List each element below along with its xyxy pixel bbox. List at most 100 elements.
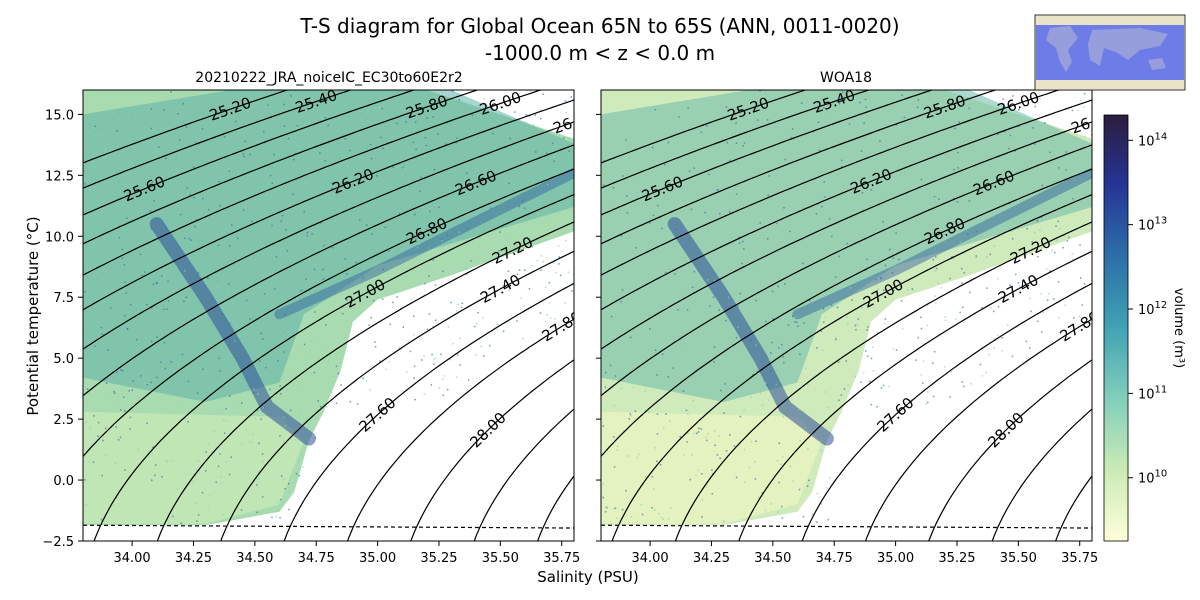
colorbar-ticks: 1010 1011 1012 1013 1014 xyxy=(1128,131,1167,487)
contour-label: 27.80 xyxy=(539,308,585,346)
isopycnal-line xyxy=(93,194,574,541)
x-ticks: 34.00 34.25 34.50 34.75 35.00 35.25 35.50 35.75 xyxy=(631,541,1098,566)
isopycnal-line xyxy=(83,144,574,397)
freezing-line xyxy=(83,524,574,529)
contour-label: 27.60 xyxy=(356,394,400,436)
left-panel-title: 20210222_JRA_noiceIC_EC30to60E2r2 xyxy=(195,70,462,86)
x-tick-label: 35.75 xyxy=(1061,551,1098,566)
isopycnal-line xyxy=(536,475,574,541)
figure-title: T-S diagram for Global Ocean 65N to 65S … xyxy=(299,14,899,38)
y-tick-label: 10.0 xyxy=(45,230,74,245)
isopycnal-line xyxy=(83,99,574,311)
colorbar: 1010 1011 1012 1013 1014 volume (m³) xyxy=(1103,114,1186,542)
right-panel-title: WOA18 xyxy=(820,70,872,86)
region-inset-map xyxy=(1034,14,1186,91)
colorbar-tick-label: 1012 xyxy=(1138,300,1167,318)
y-ticks xyxy=(596,113,601,542)
isopycnal-line xyxy=(83,90,480,245)
contour-label: 27.40 xyxy=(995,271,1041,307)
contour-label: 27.80 xyxy=(1057,308,1103,346)
isopycnal-line xyxy=(83,168,574,457)
x-tick-label: 34.75 xyxy=(816,551,853,566)
isopycnal-line xyxy=(601,90,1061,276)
x-tick-label: 35.25 xyxy=(938,551,975,566)
colorbar-tick-label: 1011 xyxy=(1138,384,1167,402)
x-tick-label: 35.50 xyxy=(1000,551,1037,566)
isopycnal-line xyxy=(1054,475,1092,541)
isopycnal-line xyxy=(601,121,1092,350)
y-ticks: −2.5 0.0 2.5 5.0 7.5 10.0 12.5 15.0 xyxy=(42,108,83,550)
isopycnal-line xyxy=(674,221,1092,541)
y-tick-label: −2.5 xyxy=(42,535,74,550)
isopycnal-line xyxy=(601,168,1092,457)
x-tick-label: 34.25 xyxy=(693,551,730,566)
x-axis-label: Salinity (PSU) xyxy=(537,568,639,586)
isopycnal-line xyxy=(928,359,1092,541)
isopycnal-line xyxy=(601,90,998,245)
y-tick-label: 5.0 xyxy=(53,352,74,367)
axes-frame xyxy=(82,89,575,542)
isopycnal-line xyxy=(220,250,574,541)
contour-label: 27.60 xyxy=(874,394,918,436)
core-ridge xyxy=(667,217,834,446)
isopycnal-line xyxy=(410,359,574,541)
isopycnal-line xyxy=(864,318,1092,541)
isopycnal-line xyxy=(601,144,1092,397)
colorbar-label: volume (m³) xyxy=(1171,288,1186,368)
isopycnal-line xyxy=(801,282,1092,541)
y-tick-label: 12.5 xyxy=(45,169,74,184)
isopycnal-line xyxy=(83,121,574,350)
isopycnal-line xyxy=(83,90,353,189)
isopycnal-line xyxy=(83,90,543,276)
x-tick-label: 34.75 xyxy=(298,551,335,566)
x-tick-label: 35.00 xyxy=(877,551,914,566)
isopycnal-line xyxy=(601,90,934,216)
polar-water-lobe xyxy=(83,411,304,524)
x-tick-label: 34.50 xyxy=(236,551,273,566)
isopycnal-line xyxy=(601,99,1092,311)
x-tick-label: 35.25 xyxy=(420,551,457,566)
colorbar-tick-label: 1013 xyxy=(1138,216,1167,234)
y-tick-label: 2.5 xyxy=(53,413,74,428)
isopycnal-line xyxy=(283,282,574,541)
freezing-line xyxy=(601,524,1092,529)
isopycnal-line xyxy=(83,90,290,164)
x-tick-label: 34.25 xyxy=(175,551,212,566)
colorbar-tick-label: 1014 xyxy=(1138,131,1167,149)
y-axis-label: Potential temperature (°C) xyxy=(24,216,42,415)
volume-distribution xyxy=(83,90,574,526)
contour-label: 28.00 xyxy=(466,409,509,452)
isopycnal-line xyxy=(156,221,574,541)
figure-subtitle: -1000.0 m < z < 0.0 m xyxy=(485,41,715,65)
isopycnal-line xyxy=(738,250,1092,541)
x-tick-label: 35.00 xyxy=(359,551,396,566)
volume-distribution xyxy=(601,90,1092,526)
contour-label: 28.00 xyxy=(984,409,1027,452)
colorbar-gradient xyxy=(1103,114,1129,542)
core-ridge xyxy=(149,217,316,446)
isopycnal-line xyxy=(611,194,1092,541)
y-tick-label: 15.0 xyxy=(45,108,74,123)
x-tick-label: 35.50 xyxy=(482,551,519,566)
isopycnal-line xyxy=(991,408,1092,541)
x-tick-label: 35.75 xyxy=(543,551,580,566)
isopycnal-line xyxy=(346,318,574,541)
isopycnal-line xyxy=(473,408,574,541)
contour-label: 27.40 xyxy=(477,271,523,307)
x-tick-label: 34.50 xyxy=(754,551,791,566)
x-tick-label: 34.00 xyxy=(631,551,668,566)
colorbar-tick-label: 1010 xyxy=(1138,469,1167,487)
central-water-ridge xyxy=(792,167,1092,320)
isopycnal-line xyxy=(601,90,871,189)
isopycnal-line xyxy=(83,90,416,216)
x-tick-label: 34.00 xyxy=(113,551,150,566)
isopycnal-line xyxy=(601,90,808,164)
y-tick-label: 0.0 xyxy=(53,474,74,489)
axes-frame xyxy=(600,89,1093,542)
polar-water-lobe xyxy=(601,411,822,524)
